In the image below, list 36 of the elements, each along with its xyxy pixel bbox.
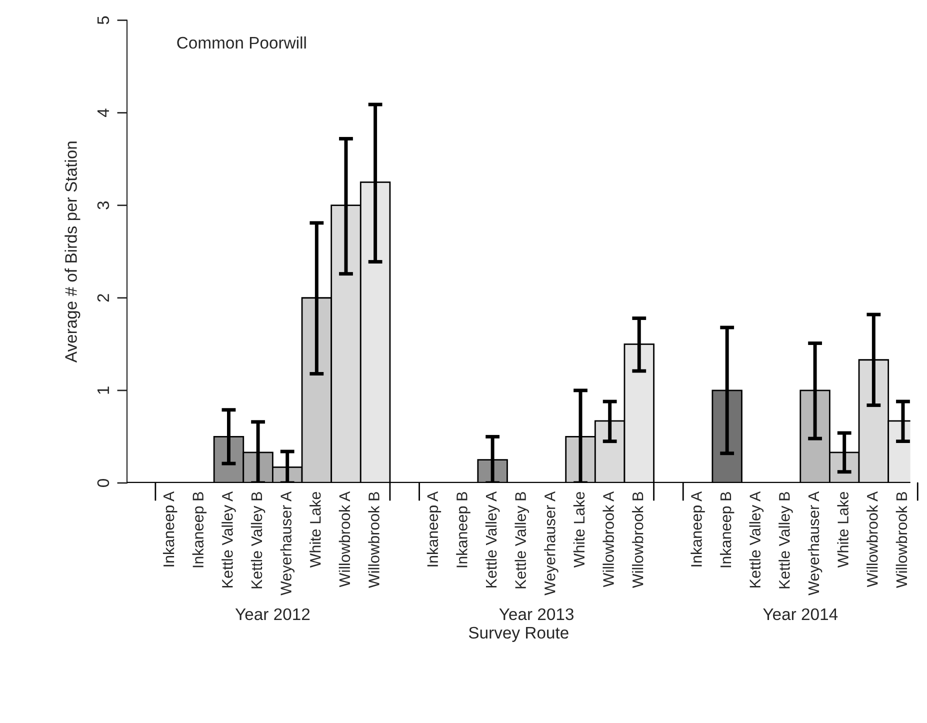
x-tick-label: Willowbrook A [338,491,350,588]
y-tick-label: 0 [97,478,110,487]
x-axis-title: Survey Route [468,626,568,642]
x-tick-label: Kettle Valley A [749,491,764,588]
x-tick-label: Willowbrook A [602,491,614,588]
x-tick-label: Kettle Valley B [250,492,266,588]
x-tick-label: Kettle Valley A [222,491,236,588]
y-axis-title: Average # of Birds per Station [64,142,80,363]
x-tick-label: Inkaneep A [426,491,442,566]
x-tick-label: Inkaneep A [162,491,178,566]
text: Year 2012 [235,608,310,620]
y-tick-label: 2 [97,294,109,302]
text: Year 2014 [763,608,838,620]
y-tick-label: 5 [97,16,110,24]
x-tick-label: Willowbrook A [866,491,878,588]
x-tick-label: Willowbrook B [632,492,644,588]
x-tick-label: Inkaneep B [456,492,470,568]
x-tick-label: Kettle Valley B [514,492,529,588]
y-tick-label: 4 [97,108,109,118]
x-tick-label: White Lake [837,492,848,568]
x-tick-label: Weyerhauser A [280,491,294,596]
x-tick-label: Willowbrook B [368,492,380,588]
x-tick-label: White Lake [310,492,321,568]
x-tick-label: Kettle Valley B [778,492,793,588]
text: Year 2013 [499,608,574,620]
y-tick-label: 3 [97,201,110,210]
text: Common Poorwill [177,36,306,49]
x-tick-label: Inkaneep B [192,492,207,568]
x-tick-label: Inkaneep A [690,491,705,566]
x-tick-label: Kettle Valley A [485,491,500,588]
x-tick-label: Willowbrook B [896,492,908,588]
y-tick-label: 1 [97,386,109,394]
x-tick-label: Inkaneep B [720,492,734,568]
x-tick-label: White Lake [573,492,585,568]
x-tick-label: Weyerhauser A [808,491,822,596]
x-tick-label: Weyerhauser A [544,491,558,596]
